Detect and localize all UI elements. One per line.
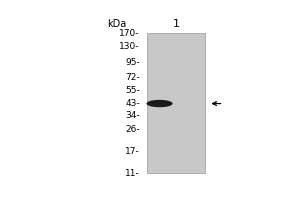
Text: 55-: 55- xyxy=(125,86,140,95)
Bar xyxy=(147,33,205,173)
Text: 17-: 17- xyxy=(125,147,140,156)
Text: 130-: 130- xyxy=(119,42,140,51)
Text: 72-: 72- xyxy=(125,73,140,82)
Text: 95-: 95- xyxy=(125,58,140,67)
Text: 34-: 34- xyxy=(125,111,140,120)
Text: 11-: 11- xyxy=(125,169,140,178)
Text: 26-: 26- xyxy=(125,125,140,134)
Text: 1: 1 xyxy=(172,19,179,29)
Ellipse shape xyxy=(146,100,172,107)
Text: kDa: kDa xyxy=(107,19,127,29)
Text: 170-: 170- xyxy=(119,29,140,38)
Text: 43-: 43- xyxy=(125,99,140,108)
